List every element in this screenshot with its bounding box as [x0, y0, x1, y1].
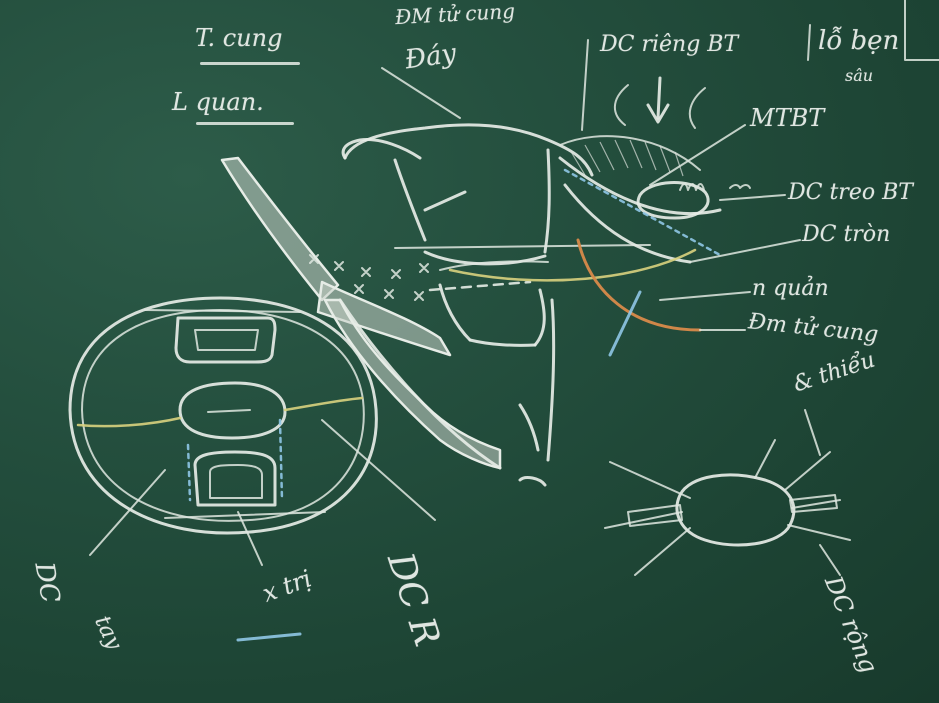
star-spoke-4: [784, 451, 831, 491]
dc-left-pointer: [89, 469, 166, 556]
cross-section-inner: [81, 309, 365, 522]
mtbt-pointer: [649, 124, 746, 186]
cross-marks-row1: [309, 254, 429, 279]
horizontal-guide: [394, 244, 651, 249]
bladder-inner: [194, 329, 259, 351]
label-dc-treo-bt: DC treo BT: [788, 180, 913, 205]
star-spoke-2: [604, 511, 683, 529]
ureter-orange: [576, 238, 702, 332]
n-quan-pointer: [659, 291, 751, 301]
star-rect-right: [789, 494, 838, 513]
top-right-divider: [807, 24, 811, 61]
broad-ligament-band-lower: [323, 298, 502, 470]
broad-ligament-band-upper: [220, 156, 340, 302]
vaginal-line-left: [518, 403, 540, 452]
lower-center-strokes: [518, 476, 547, 487]
pelvic-dashed-line: [428, 280, 532, 292]
dc-tron-pointer: [689, 239, 801, 263]
tube-hatch-1: [569, 139, 684, 177]
star-spoke-1: [609, 461, 691, 499]
label-sau: sâu: [845, 66, 874, 85]
top-right-box: [904, 0, 939, 61]
uterus-oval-inner: [207, 409, 251, 413]
t-cung-underline: [200, 62, 300, 65]
star-spoke-5: [791, 499, 841, 509]
cervix-left-wall: [438, 283, 472, 342]
blue-underline-bottom: [236, 632, 302, 642]
round-ligament-curve: [563, 183, 692, 264]
ovary-outline: [636, 181, 710, 220]
broad-ligament-yellow-left: [76, 416, 182, 428]
fimbriae: [679, 183, 705, 191]
uterus-midline: [423, 190, 467, 212]
star-spoke-7: [754, 439, 776, 479]
vertical-divider: [581, 39, 589, 131]
uterus-inner-arc: [439, 260, 549, 271]
uterus-oval: [178, 381, 287, 440]
dc-thieu-pointer: [804, 409, 821, 456]
uterus-body-left: [393, 158, 427, 242]
dc-rieng-curl-right: [688, 87, 706, 129]
dm-tu-cung-pointer: [381, 67, 461, 119]
label-mt-bt: MTBT: [750, 104, 825, 132]
dc-treo-squiggle: [729, 184, 751, 189]
tube-hatched-region: [559, 135, 701, 171]
ligament-to-ovary: [558, 156, 722, 216]
ligament-dashed-blue: [563, 168, 722, 257]
dc-treo-pointer: [719, 194, 786, 201]
bladder-box: [174, 316, 277, 364]
uterus-fundus-outline: [343, 123, 594, 177]
sacrum-line: [164, 511, 326, 519]
dc-r-pointer: [321, 419, 436, 521]
vaginal-line-right: [546, 298, 556, 462]
cross-section-outer: [68, 296, 378, 535]
uterus-body-right: [543, 148, 551, 254]
label-lo-ben: lỗ bẹn: [818, 26, 900, 56]
x-tri-pointer: [237, 511, 263, 566]
cross-section-top-chord: [144, 309, 301, 313]
uterus-horn-left: [341, 138, 422, 160]
star-spoke-3: [634, 527, 691, 576]
star-rect-left: [627, 504, 683, 527]
label-t-cung: T. cung: [195, 24, 283, 52]
blue-dashes-left: [186, 443, 192, 502]
broad-ligament-yellow-right: [283, 396, 364, 412]
blue-dashes-right: [278, 418, 284, 502]
dc-rieng-arrow-shaft: [656, 76, 662, 120]
rectum-box: [193, 450, 277, 507]
l-quan-underline: [196, 122, 294, 125]
label-dc-rieng-bt: DC riêng BT: [600, 32, 739, 57]
rectum-inner: [209, 464, 263, 499]
infundibulo-loop: [448, 248, 697, 282]
cervix-ellipse: [675, 473, 796, 547]
ureter-blue-mark: [608, 290, 642, 357]
cervix-right-wall: [533, 288, 546, 347]
cervix-bottom: [468, 338, 537, 347]
broad-ligament-edge-lower: [338, 298, 502, 470]
label-n-quan: n quản: [752, 276, 829, 301]
label-dc-tron: DC tròn: [802, 222, 891, 247]
label-l-quan: L quan.: [172, 88, 264, 116]
star-spoke-6: [787, 524, 851, 541]
dc-rong-pointer: [819, 544, 841, 576]
dc-rieng-curl: [613, 84, 629, 126]
cross-marks-row2: [354, 284, 424, 301]
dc-rieng-arrow-head: [646, 103, 670, 124]
